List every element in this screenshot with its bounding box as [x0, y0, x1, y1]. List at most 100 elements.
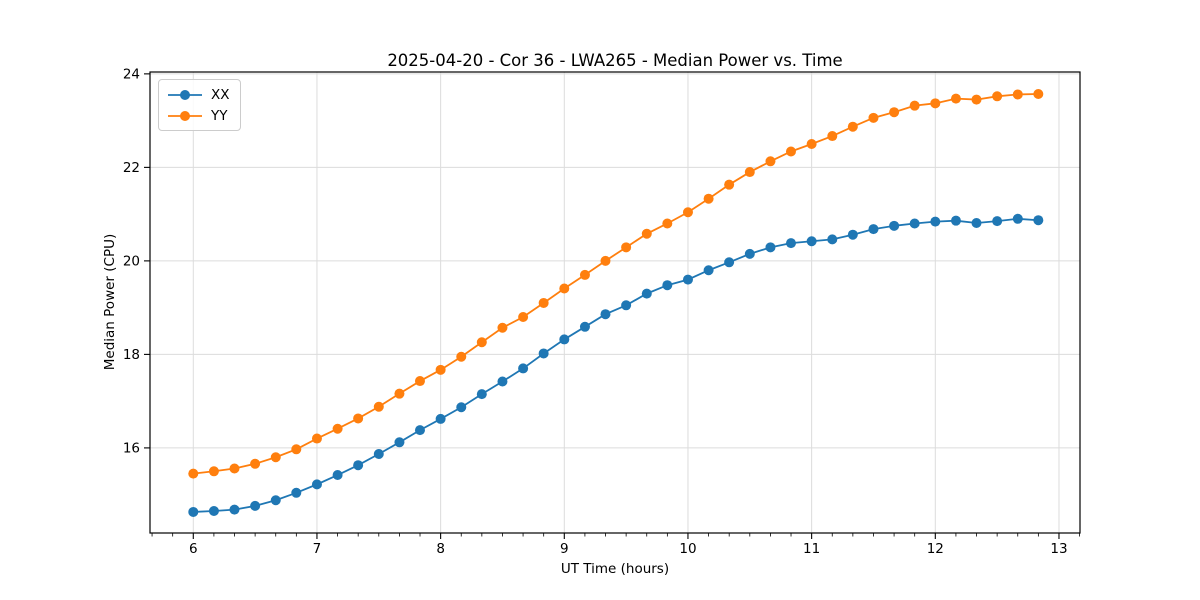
- series-marker-XX: [291, 487, 302, 498]
- series-marker-YY: [703, 193, 714, 204]
- x-tick-label: 6: [189, 541, 198, 557]
- series-line-YY: [193, 93, 1039, 475]
- series-marker-YY: [250, 458, 261, 469]
- series-marker-YY: [621, 242, 632, 253]
- legend-label: YY: [211, 107, 228, 124]
- series-marker-XX: [353, 460, 364, 471]
- series-marker-XX: [250, 500, 261, 511]
- series-marker-XX: [435, 413, 446, 424]
- legend-label: XX: [211, 86, 230, 103]
- x-tick-label: 13: [1050, 541, 1067, 557]
- series-marker-XX: [414, 425, 425, 436]
- legend-swatch-icon: [168, 110, 202, 121]
- y-tick-label: 18: [123, 347, 140, 363]
- legend: XX YY: [158, 79, 241, 131]
- series-marker-YY: [311, 433, 322, 444]
- series-marker-YY: [724, 179, 735, 190]
- y-tick-label: 16: [123, 441, 140, 457]
- series-marker-YY: [600, 255, 611, 266]
- y-tick-label: 22: [123, 160, 140, 176]
- series-marker-YY: [909, 100, 920, 111]
- series-marker-XX: [806, 236, 817, 247]
- series-marker-YY: [353, 413, 364, 424]
- series-marker-XX: [930, 216, 941, 227]
- series-marker-YY: [1012, 89, 1023, 100]
- series-marker-XX: [600, 309, 611, 320]
- plot-border: [149, 71, 1081, 534]
- series-marker-YY: [270, 452, 281, 463]
- series-marker-YY: [435, 364, 446, 375]
- series-marker-XX: [662, 280, 673, 291]
- series-marker-YY: [889, 107, 900, 118]
- series-marker-XX: [744, 248, 755, 259]
- legend-entry-XX: XX: [166, 84, 230, 105]
- series-marker-XX: [971, 218, 982, 229]
- series-marker-XX: [538, 348, 549, 359]
- series-marker-YY: [930, 98, 941, 109]
- series-marker-YY: [765, 156, 776, 167]
- series-marker-XX: [1033, 215, 1044, 226]
- x-tick-label: 7: [313, 541, 322, 557]
- series-marker-YY: [291, 444, 302, 455]
- series-marker-XX: [724, 257, 735, 268]
- series-marker-YY: [456, 351, 467, 362]
- series-marker-YY: [373, 401, 384, 412]
- series-marker-YY: [476, 337, 487, 348]
- series-marker-XX: [497, 376, 508, 387]
- series-marker-XX: [270, 495, 281, 506]
- x-tick-label: 8: [436, 541, 445, 557]
- series-marker-XX: [847, 229, 858, 240]
- series-marker-XX: [909, 218, 920, 229]
- x-tick-label: 11: [803, 541, 820, 557]
- series-marker-XX: [950, 215, 961, 226]
- series-marker-YY: [682, 207, 693, 218]
- series-marker-YY: [662, 218, 673, 229]
- legend-entry-YY: YY: [166, 105, 230, 126]
- series-marker-YY: [188, 468, 199, 479]
- y-tick-label: 24: [123, 67, 140, 83]
- series-marker-XX: [373, 448, 384, 459]
- series-marker-XX: [518, 363, 529, 374]
- series-marker-XX: [229, 504, 240, 515]
- series-marker-YY: [229, 463, 240, 474]
- legend-swatch-icon: [168, 89, 202, 100]
- series-marker-YY: [868, 112, 879, 123]
- series-marker-YY: [497, 322, 508, 333]
- series-marker-XX: [456, 402, 467, 413]
- series-marker-XX: [889, 220, 900, 231]
- series-marker-YY: [332, 423, 343, 434]
- series-marker-XX: [188, 506, 199, 517]
- series-marker-XX: [992, 216, 1003, 227]
- series-marker-YY: [641, 228, 652, 239]
- series-marker-YY: [950, 93, 961, 104]
- series-marker-XX: [311, 479, 322, 490]
- x-tick-label: 12: [927, 541, 944, 557]
- series-marker-YY: [827, 131, 838, 142]
- series-marker-XX: [476, 389, 487, 400]
- x-tick-label: 9: [560, 541, 569, 557]
- series-marker-XX: [559, 334, 570, 345]
- series-marker-YY: [538, 297, 549, 308]
- x-tick-label: 10: [679, 541, 696, 557]
- x-axis-label: UT Time (hours): [560, 561, 670, 577]
- series-marker-XX: [621, 300, 632, 311]
- series-marker-YY: [208, 466, 219, 477]
- series-marker-XX: [208, 506, 219, 517]
- series-marker-YY: [847, 121, 858, 132]
- series-marker-XX: [579, 321, 590, 332]
- series-marker-XX: [765, 242, 776, 253]
- series-marker-YY: [744, 167, 755, 178]
- series-marker-YY: [1033, 88, 1044, 99]
- series-line-XX: [193, 217, 1039, 513]
- series-marker-YY: [518, 311, 529, 322]
- series-marker-XX: [682, 274, 693, 285]
- series-marker-XX: [394, 437, 405, 448]
- y-tick-label: 20: [123, 254, 140, 270]
- series-marker-YY: [992, 91, 1003, 102]
- series-marker-YY: [559, 283, 570, 294]
- series-marker-YY: [394, 388, 405, 399]
- series-marker-XX: [868, 224, 879, 235]
- series-marker-YY: [579, 269, 590, 280]
